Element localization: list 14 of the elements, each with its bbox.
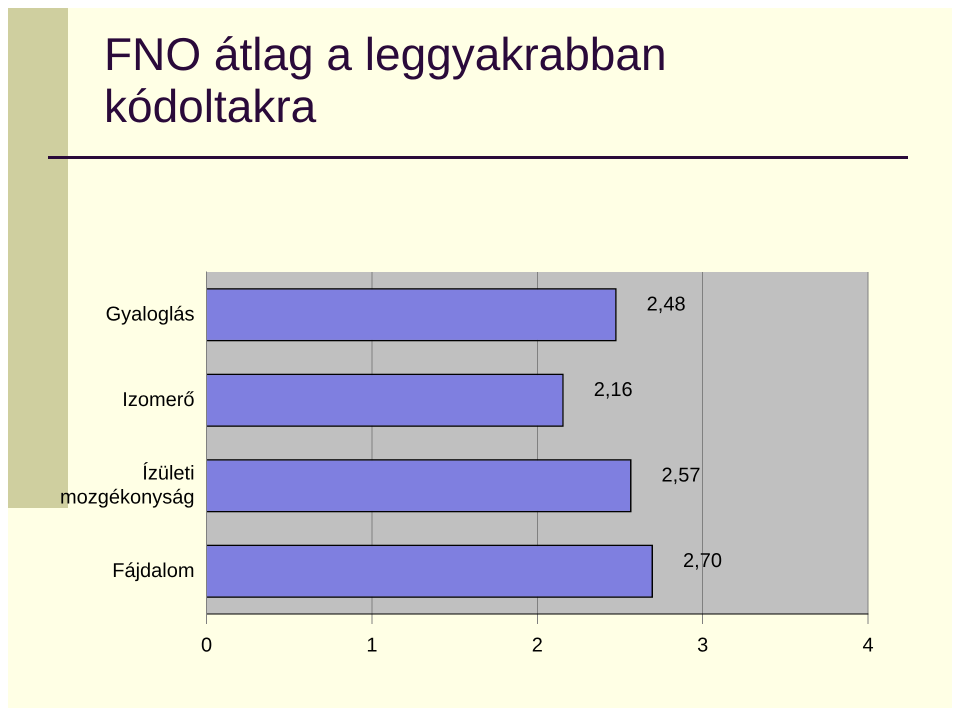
y-tick-label: Izomerő xyxy=(122,388,195,411)
x-tick-label: 4 xyxy=(862,634,874,657)
data-label: 2,57 xyxy=(662,464,700,486)
x-tick-label: 3 xyxy=(697,634,708,657)
x-tick-label: 2 xyxy=(532,634,543,657)
data-label: 2,70 xyxy=(683,550,722,572)
chart-title: FNO átlag a leggyakrabban kódoltakra xyxy=(104,28,668,132)
y-tick-label: Fájdalom xyxy=(112,560,195,582)
x-tick-label: 1 xyxy=(366,634,378,657)
data-label: 2,48 xyxy=(646,293,686,316)
y-tick-label: Gyaloglás xyxy=(106,303,195,326)
x-tick-label: 0 xyxy=(200,634,212,657)
data-label: 2,16 xyxy=(594,378,633,401)
y-tick-label: Ízületi mozgékonyság xyxy=(60,461,195,508)
